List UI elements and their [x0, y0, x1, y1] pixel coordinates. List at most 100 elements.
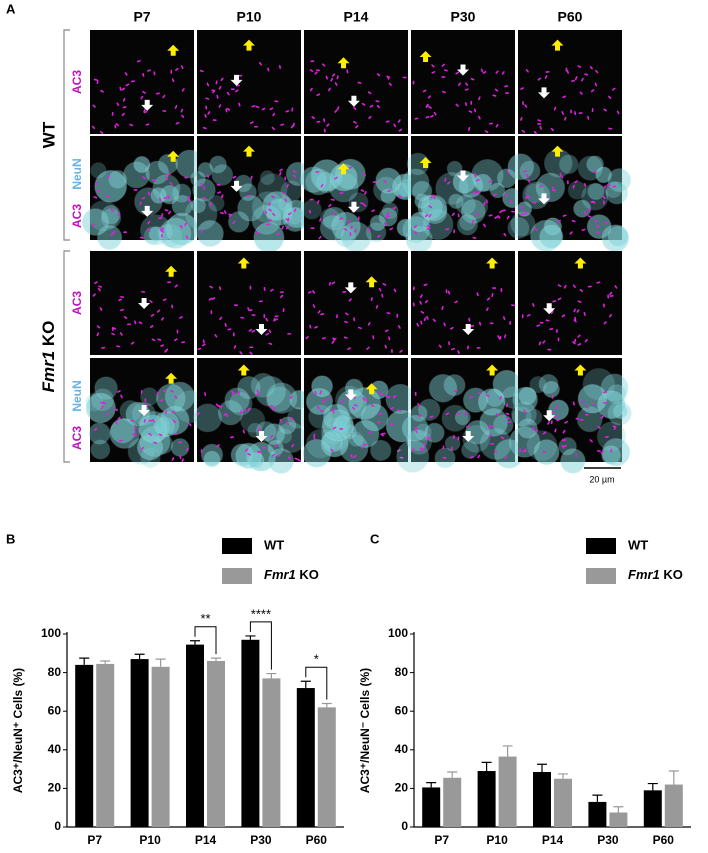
cilium [105, 194, 110, 197]
cilium [309, 87, 313, 92]
cilium [438, 344, 442, 349]
cilium [210, 310, 213, 315]
neuron [607, 225, 629, 247]
arrow [237, 257, 250, 269]
cilium [520, 87, 524, 90]
y-tick-label: 100 [388, 626, 408, 640]
arrow [243, 39, 255, 51]
cilium [488, 434, 492, 438]
cilium [603, 401, 608, 404]
neuron [577, 155, 603, 181]
cilium [542, 450, 547, 453]
cilium [458, 82, 461, 87]
stain-label: AC3 [70, 70, 84, 94]
cilium [346, 69, 349, 74]
micrograph [85, 358, 208, 469]
micrograph [304, 251, 408, 355]
cilium [323, 128, 326, 133]
cilium [501, 71, 505, 75]
neuron [159, 217, 192, 250]
cilium [141, 196, 146, 200]
cilium [589, 439, 593, 443]
arrow [462, 324, 475, 335]
cilium [397, 119, 401, 123]
neuron [333, 416, 355, 438]
cilium [309, 198, 314, 201]
cilium [445, 228, 450, 231]
y-axis-label: AC3⁺/NeuN⁻ Cells (%) [358, 668, 372, 793]
bar [241, 639, 260, 827]
cilium [258, 61, 263, 66]
cilium [477, 454, 481, 459]
micrograph [411, 30, 515, 134]
micrograph-bg [411, 251, 515, 355]
cilium [205, 105, 208, 110]
cilium [334, 82, 338, 86]
cilium [425, 116, 430, 119]
group-bracket [63, 29, 70, 241]
cilium [328, 281, 332, 286]
cilium [321, 63, 326, 67]
cilium [383, 179, 387, 184]
cilium [583, 312, 586, 316]
cilium [263, 286, 266, 291]
cilium [500, 436, 505, 440]
arrow [347, 95, 360, 107]
arrow [365, 276, 378, 288]
cilium [93, 196, 98, 199]
cilium [215, 80, 218, 85]
cilium [218, 405, 223, 408]
cilium [418, 414, 423, 418]
cilium [120, 394, 123, 399]
cilium [216, 444, 220, 448]
neuron [119, 400, 142, 423]
arrow [344, 389, 357, 401]
neuron [237, 376, 261, 400]
cilium [561, 444, 565, 449]
cilium [174, 105, 178, 109]
cilium [489, 322, 494, 325]
cilium [480, 68, 484, 73]
cilium [550, 420, 553, 425]
neuron [311, 375, 333, 398]
cilium [428, 213, 432, 218]
cilium [227, 328, 232, 331]
cilium [280, 294, 284, 299]
cilium [337, 106, 340, 111]
cilium [430, 194, 434, 199]
y-tick-label: 80 [395, 665, 409, 679]
cilium [320, 183, 324, 188]
bar [75, 664, 94, 827]
cilium [610, 448, 613, 453]
cilium [603, 108, 608, 112]
cilium [557, 219, 561, 223]
cilium [279, 168, 283, 172]
cilium [607, 294, 609, 299]
cilium [105, 412, 109, 417]
cilium [367, 321, 371, 326]
cilium [384, 329, 389, 333]
error-bar [211, 657, 221, 662]
cilium [179, 224, 183, 229]
cilium [245, 448, 249, 452]
neuron [459, 213, 477, 231]
stain-label: AC3 [70, 291, 84, 315]
cilium [585, 406, 590, 409]
panel-label: B [6, 531, 15, 546]
cilium [476, 190, 481, 194]
neuron [496, 168, 517, 189]
cilium [397, 409, 402, 412]
neuron [331, 211, 361, 242]
cilium [265, 223, 270, 226]
neuron [512, 386, 538, 413]
cilium [612, 185, 617, 188]
cilium [124, 72, 128, 76]
arrow [419, 51, 432, 63]
bar [422, 787, 441, 827]
cilium [444, 69, 448, 72]
neuron [155, 416, 175, 437]
neuron [605, 181, 629, 205]
cilium [100, 405, 104, 410]
legend-label: WT [628, 537, 648, 552]
